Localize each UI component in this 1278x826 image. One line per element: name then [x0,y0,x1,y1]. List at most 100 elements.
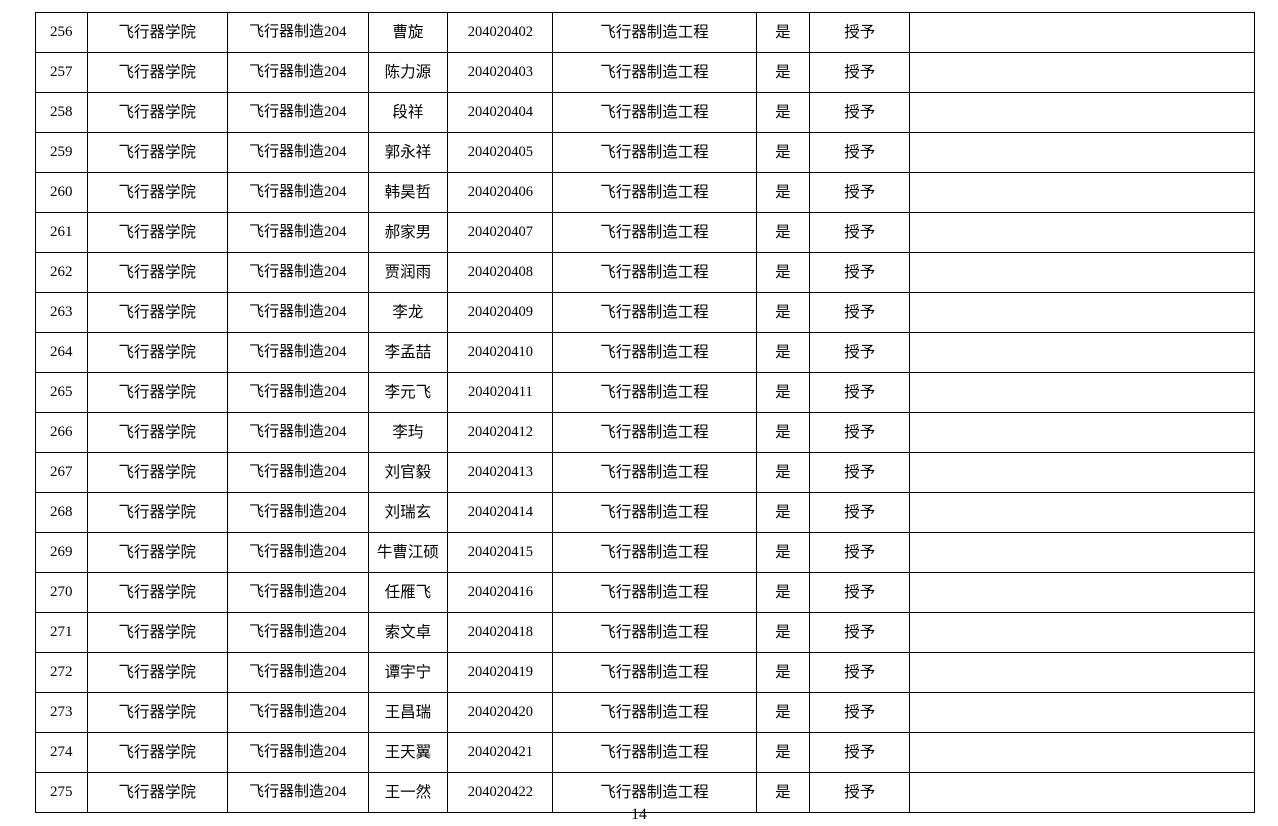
table-row: 259 飞行器学院 飞行器制造204 郭永祥 204020405 飞行器制造工程是授予 [35,132,1255,173]
cell-award-status: 授予 [809,372,911,413]
student-roster-table: 256 飞行器学院 飞行器制造204 曹旋 204020402 飞行器制造工程是授予 257… [35,12,1255,813]
table-row: 271 飞行器学院 飞行器制造204 索文卓 204020418 飞行器制造工程是授予 [35,612,1255,653]
cell-major: 飞行器制造工程 [552,252,757,293]
cell-major: 飞行器制造工程 [552,532,757,573]
cell-class: 飞行器制造204 [227,612,369,653]
cell-student-id: 204020406 [447,172,554,213]
cell-qualified: 是 [755,332,811,373]
cell-major: 飞行器制造工程 [552,652,757,693]
cell-remark [909,732,1255,773]
cell-remark [909,172,1255,213]
cell-qualified: 是 [755,372,811,413]
cell-college: 飞行器学院 [86,292,229,333]
cell-remark [909,652,1255,693]
cell-remark [909,12,1255,53]
cell-award-status: 授予 [809,652,911,693]
cell-class: 飞行器制造204 [227,252,369,293]
cell-student-name: 贾润雨 [367,252,449,293]
cell-remark [909,452,1255,493]
cell-class: 飞行器制造204 [227,12,369,53]
cell-student-name: 段祥 [367,92,449,133]
cell-award-status: 授予 [809,252,911,293]
cell-student-name: 谭宇宁 [367,652,449,693]
cell-student-name: 李玙 [367,412,449,453]
cell-class: 飞行器制造204 [227,292,369,333]
cell-major: 飞行器制造工程 [552,772,757,813]
cell-qualified: 是 [755,12,811,53]
cell-sequence-number: 263 [35,292,88,333]
table-row: 256 飞行器学院 飞行器制造204 曹旋 204020402 飞行器制造工程是授予 [35,12,1255,53]
cell-major: 飞行器制造工程 [552,332,757,373]
cell-sequence-number: 259 [35,132,88,173]
cell-student-id: 204020410 [447,332,554,373]
cell-qualified: 是 [755,252,811,293]
cell-major: 飞行器制造工程 [552,372,757,413]
cell-award-status: 授予 [809,692,911,733]
cell-award-status: 授予 [809,52,911,93]
cell-sequence-number: 275 [35,772,88,813]
cell-major: 飞行器制造工程 [552,12,757,53]
cell-major: 飞行器制造工程 [552,692,757,733]
cell-student-name: 曹旋 [367,12,449,53]
cell-remark [909,292,1255,333]
cell-student-id: 204020407 [447,212,554,253]
cell-student-name: 李元飞 [367,372,449,413]
cell-class: 飞行器制造204 [227,772,369,813]
cell-remark [909,692,1255,733]
cell-major: 飞行器制造工程 [552,92,757,133]
table-row: 270 飞行器学院 飞行器制造204 任雁飞 204020416 飞行器制造工程是授予 [35,572,1255,613]
cell-sequence-number: 267 [35,452,88,493]
cell-remark [909,572,1255,613]
cell-qualified: 是 [755,132,811,173]
cell-college: 飞行器学院 [86,572,229,613]
cell-award-status: 授予 [809,172,911,213]
table-row: 269 飞行器学院 飞行器制造204 牛曹江硕 204020415 飞行器制造工程是授予 [35,532,1255,573]
cell-student-name: 王天翼 [367,732,449,773]
cell-class: 飞行器制造204 [227,172,369,213]
table-row: 258 飞行器学院 飞行器制造204 段祥 204020404 飞行器制造工程是授予 [35,92,1255,133]
cell-major: 飞行器制造工程 [552,132,757,173]
cell-remark [909,252,1255,293]
cell-sequence-number: 269 [35,532,88,573]
table-row: 266 飞行器学院 飞行器制造204 李玙 204020412 飞行器制造工程是授予 [35,412,1255,453]
cell-sequence-number: 264 [35,332,88,373]
cell-award-status: 授予 [809,612,911,653]
cell-major: 飞行器制造工程 [552,412,757,453]
cell-college: 飞行器学院 [86,92,229,133]
cell-sequence-number: 265 [35,372,88,413]
cell-remark [909,412,1255,453]
cell-student-name: 任雁飞 [367,572,449,613]
cell-qualified: 是 [755,772,811,813]
cell-major: 飞行器制造工程 [552,492,757,533]
cell-remark [909,372,1255,413]
table-row: 274 飞行器学院 飞行器制造204 王天翼 204020421 飞行器制造工程是授予 [35,732,1255,773]
cell-college: 飞行器学院 [86,772,229,813]
table-row: 262 飞行器学院 飞行器制造204 贾润雨 204020408 飞行器制造工程是授予 [35,252,1255,293]
cell-qualified: 是 [755,292,811,333]
cell-college: 飞行器学院 [86,332,229,373]
cell-class: 飞行器制造204 [227,412,369,453]
cell-sequence-number: 268 [35,492,88,533]
cell-student-id: 204020402 [447,12,554,53]
cell-sequence-number: 271 [35,612,88,653]
cell-remark [909,52,1255,93]
cell-qualified: 是 [755,452,811,493]
cell-college: 飞行器学院 [86,412,229,453]
cell-student-name: 韩昊哲 [367,172,449,213]
cell-award-status: 授予 [809,532,911,573]
cell-student-id: 204020412 [447,412,554,453]
cell-class: 飞行器制造204 [227,92,369,133]
cell-remark [909,532,1255,573]
cell-class: 飞行器制造204 [227,692,369,733]
cell-major: 飞行器制造工程 [552,572,757,613]
table-row: 272 飞行器学院 飞行器制造204 谭宇宁 204020419 飞行器制造工程是授予 [35,652,1255,693]
cell-student-id: 204020405 [447,132,554,173]
cell-class: 飞行器制造204 [227,452,369,493]
cell-college: 飞行器学院 [86,612,229,653]
cell-remark [909,772,1255,813]
cell-remark [909,212,1255,253]
cell-student-id: 204020422 [447,772,554,813]
cell-college: 飞行器学院 [86,172,229,213]
cell-qualified: 是 [755,572,811,613]
cell-college: 飞行器学院 [86,12,229,53]
